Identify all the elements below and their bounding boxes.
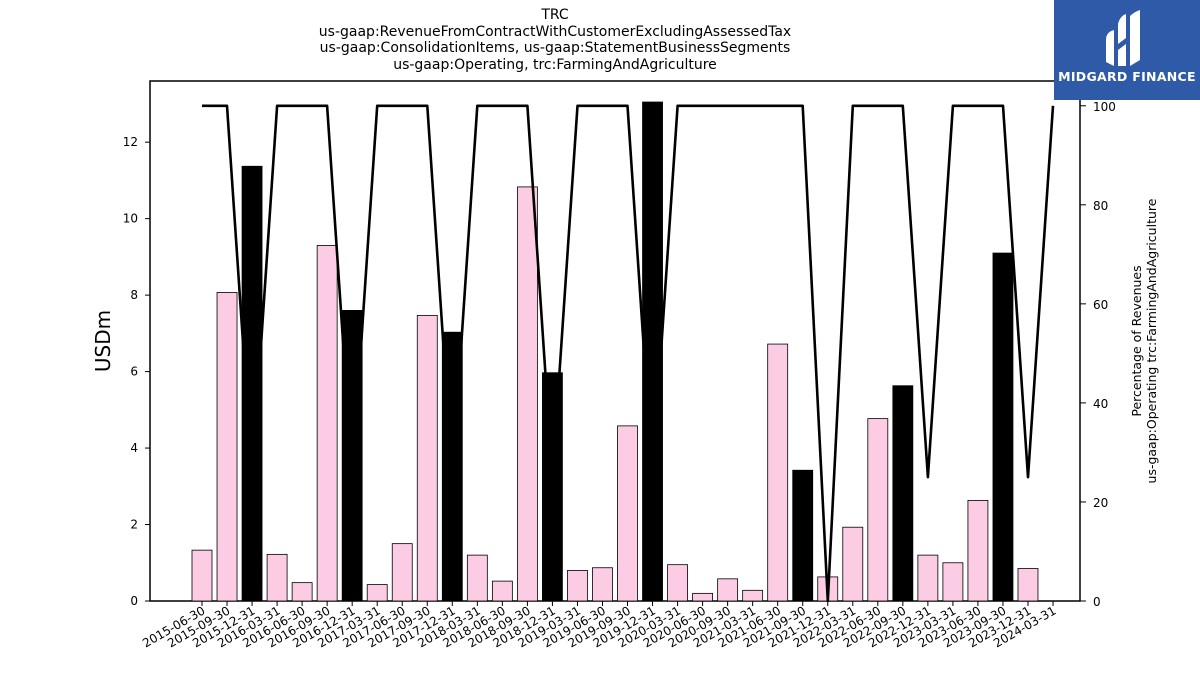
bar xyxy=(516,186,538,602)
y-right-tick-label: 60 xyxy=(1093,298,1108,312)
bar xyxy=(1017,568,1039,602)
chart-title: TRC xyxy=(541,7,569,23)
bar xyxy=(867,418,889,602)
bar xyxy=(567,570,588,602)
bar xyxy=(291,582,313,602)
y-right-tick-label: 0 xyxy=(1093,595,1101,609)
y-right-axis-label-1: Percentage of Revenues xyxy=(1129,265,1144,416)
y-right-tick-label: 100 xyxy=(1093,100,1116,114)
bar xyxy=(617,425,638,602)
chart-subtitle-3: us-gaap:Operating, trc:FarmingAndAgricul… xyxy=(393,56,717,73)
bar xyxy=(917,554,939,602)
y-tick-label: 12 xyxy=(123,135,138,149)
chart-subtitle-1: us-gaap:RevenueFromContractWithCustomerE… xyxy=(318,23,792,40)
y-axis-label: USDm xyxy=(91,310,115,372)
bar xyxy=(967,500,989,602)
bar xyxy=(767,343,789,602)
bar xyxy=(667,564,688,602)
bar xyxy=(391,543,413,602)
bar xyxy=(717,578,739,602)
bar xyxy=(416,314,438,602)
y-tick-label: 2 xyxy=(130,518,138,532)
logo-text: MIDGARD FINANCE xyxy=(1058,69,1196,84)
bar xyxy=(542,372,563,602)
bar xyxy=(466,554,488,602)
bar xyxy=(692,592,713,602)
y-right-axis-label-2: us-gaap:Operating trc:FarmingAndAgricult… xyxy=(1144,198,1159,483)
bar xyxy=(266,553,288,602)
percentage-line xyxy=(202,104,1055,603)
y-right-tick-label: 20 xyxy=(1093,496,1108,510)
y-tick-label: 4 xyxy=(130,441,138,455)
y-tick-label: 8 xyxy=(130,288,138,302)
bar xyxy=(992,252,1014,602)
bar xyxy=(742,589,764,602)
bar xyxy=(842,526,864,602)
bar xyxy=(592,567,613,602)
bar xyxy=(942,562,964,602)
bar xyxy=(366,584,388,602)
chart-subtitle-2: us-gaap:ConsolidationItems, us-gaap:Stat… xyxy=(319,40,791,56)
bar xyxy=(191,549,213,602)
y-right-tick-label: 80 xyxy=(1093,199,1108,213)
bar xyxy=(642,101,663,602)
bar xyxy=(491,580,513,602)
y-tick-label: 6 xyxy=(130,365,138,379)
plot-frame xyxy=(149,80,1081,602)
y-tick-label: 10 xyxy=(123,212,138,226)
logo-mark-icon xyxy=(1106,10,1140,66)
bar xyxy=(892,385,914,602)
bar xyxy=(216,292,238,602)
y-tick-label: 0 xyxy=(130,594,138,608)
midgard-finance-logo: MIDGARD FINANCE xyxy=(1054,0,1200,100)
bar xyxy=(792,469,814,602)
bar xyxy=(341,310,363,602)
y-right-tick-label: 40 xyxy=(1093,397,1108,411)
bar xyxy=(316,245,338,602)
